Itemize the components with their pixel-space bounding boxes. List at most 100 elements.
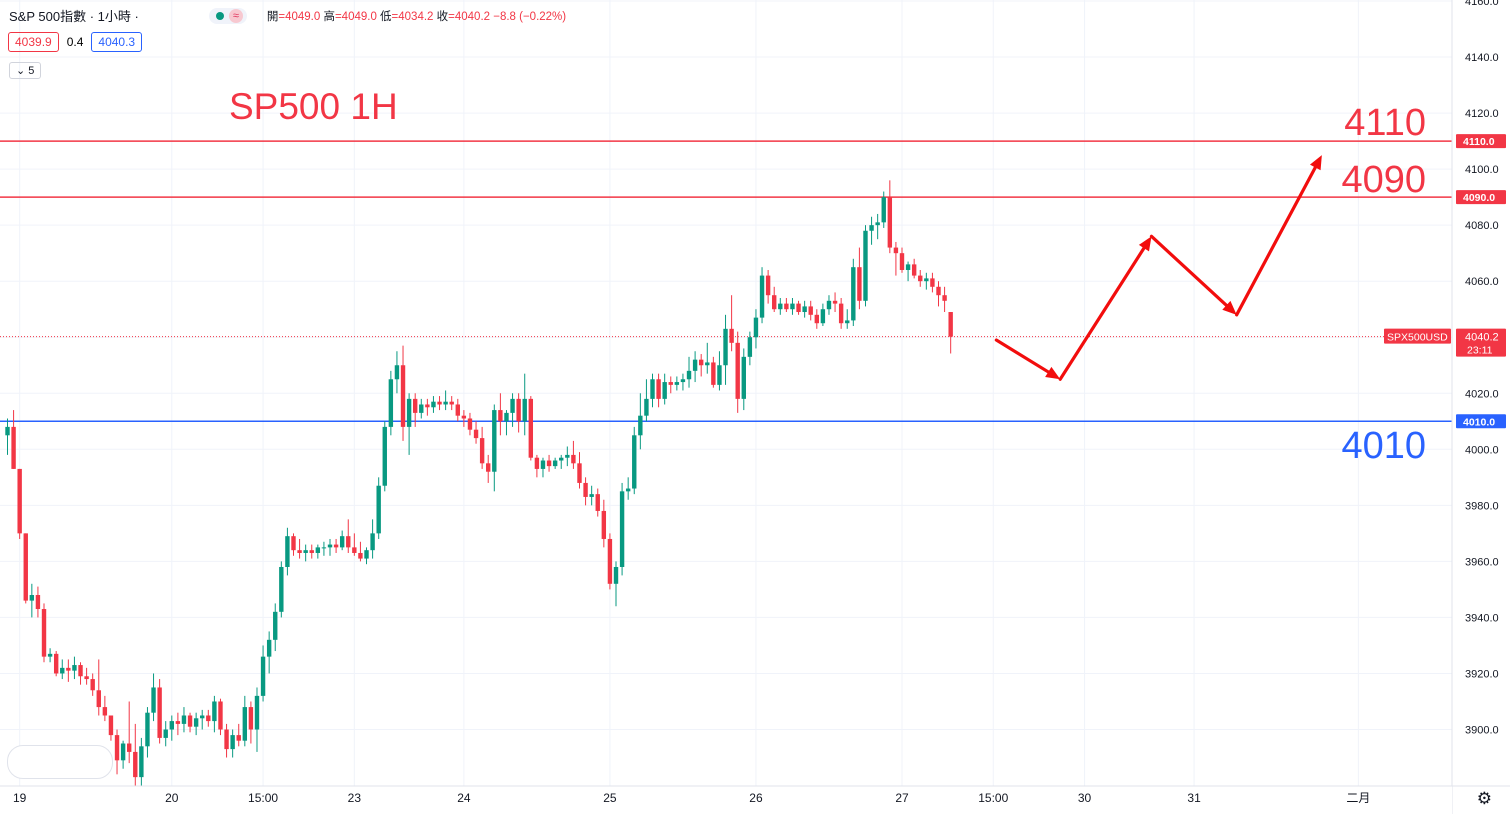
candle-body — [102, 707, 108, 716]
candle-body — [571, 454, 576, 464]
candle-body — [638, 415, 643, 436]
candle-body — [705, 362, 710, 366]
chart-legend: S&P 500指數 · 1小時 · ≈ 開=4049.0 高=4049.0 低=… — [9, 6, 566, 25]
candle-body — [352, 547, 357, 553]
candle-74 — [455, 398, 460, 422]
indicator-toggle[interactable]: ⌄ 5 — [9, 62, 42, 79]
candle-body — [802, 306, 807, 313]
candle-body — [382, 426, 387, 486]
candle-105 — [644, 379, 649, 422]
candle-body — [747, 337, 753, 357]
candle-119 — [729, 295, 734, 352]
candle-body — [680, 379, 686, 383]
candle-146 — [893, 241, 899, 276]
candle-body — [723, 328, 728, 366]
settings-gear-icon[interactable]: ⚙ — [1476, 789, 1492, 808]
candle-body — [607, 538, 613, 584]
candle-17 — [108, 715, 114, 741]
candle-92 — [565, 446, 570, 467]
candle-130 — [796, 300, 801, 315]
candle-6 — [41, 603, 47, 663]
candle-body — [431, 401, 436, 408]
candle-body — [139, 746, 144, 778]
candle-body — [893, 247, 899, 254]
candle-148 — [905, 261, 911, 282]
candle-body — [905, 264, 911, 270]
candle-body — [644, 398, 649, 416]
candle-99 — [607, 533, 613, 590]
candle-75 — [461, 410, 467, 427]
candle-58 — [358, 541, 363, 562]
candle-137 — [838, 298, 844, 329]
buy-price-button[interactable]: 4040.3 — [91, 32, 143, 52]
candle-body — [72, 665, 77, 671]
candle-body — [187, 715, 193, 727]
candle-150 — [918, 269, 923, 287]
candle-body — [315, 547, 321, 553]
candle-7 — [47, 648, 53, 663]
candle-18 — [114, 729, 120, 775]
time-tick-label: 31 — [1187, 791, 1201, 805]
candle-body — [273, 611, 278, 640]
candle-body — [412, 398, 418, 413]
market-status-pill[interactable]: ≈ — [208, 7, 247, 24]
candle-106 — [650, 373, 655, 408]
candle-body — [759, 275, 765, 318]
candle-body — [455, 404, 460, 416]
candle-body — [589, 494, 594, 497]
candle-body — [297, 550, 302, 553]
candle-body — [851, 267, 856, 321]
candle-90 — [552, 457, 558, 469]
price-tick-label: 3900.0 — [1465, 725, 1499, 737]
candle-body — [358, 552, 363, 559]
candle-body — [796, 303, 801, 313]
candle-129 — [790, 298, 795, 315]
candle-49 — [303, 544, 308, 562]
symbol-title[interactable]: S&P 500指數 · 1小時 · — [9, 9, 139, 24]
candle-body — [881, 197, 886, 223]
price-tick-label: 4100.0 — [1465, 164, 1499, 176]
candle-body — [498, 410, 503, 422]
candle-11 — [72, 656, 77, 680]
candle-73 — [449, 396, 454, 411]
candle-53 — [327, 538, 333, 556]
forecast-arrow-path — [994, 155, 1322, 381]
candle-46 — [285, 527, 290, 576]
time-axis[interactable]: 19 20 15:00 23 24 25 26 27 15:00 30 31 二月 — [0, 785, 1510, 814]
candle-body — [632, 435, 637, 489]
candle-body — [930, 278, 935, 287]
candle-71 — [437, 396, 442, 411]
price-label-4090: 4090.0 — [1463, 192, 1495, 204]
sell-price-button[interactable]: 4039.9 — [8, 32, 59, 52]
candle-102 — [625, 477, 631, 500]
candle-136 — [832, 292, 838, 313]
candle-body — [942, 295, 947, 301]
candle-104 — [638, 393, 643, 450]
candle-122 — [747, 331, 753, 366]
candle-body — [96, 690, 101, 708]
candle-77 — [473, 421, 479, 444]
price-tick-label: 4060.0 — [1465, 276, 1499, 288]
price-label-bg-4110 — [1456, 134, 1506, 149]
candle-15 — [96, 659, 101, 716]
candle-body — [11, 426, 16, 469]
candle-69 — [425, 398, 430, 416]
candle-body — [84, 676, 89, 680]
candle-78 — [479, 426, 485, 469]
candle-body — [254, 695, 260, 730]
price-tick-label: 3920.0 — [1465, 668, 1499, 680]
chat-bubble[interactable] — [7, 745, 113, 779]
candle-body — [857, 267, 862, 301]
candle-body — [772, 295, 777, 310]
candle-154 — [942, 286, 947, 313]
candle-body — [230, 735, 235, 750]
candle-80 — [492, 404, 497, 492]
candle-body — [528, 398, 534, 458]
candle-83 — [510, 393, 515, 427]
candle-body — [108, 715, 114, 736]
price-axis[interactable]: 3900.0 3920.0 3940.0 3960.0 3980.0 4000.0 4020… — [1384, 0, 1510, 814]
candle-20 — [127, 701, 132, 764]
candle-body — [449, 401, 454, 405]
candle-body — [845, 320, 850, 324]
